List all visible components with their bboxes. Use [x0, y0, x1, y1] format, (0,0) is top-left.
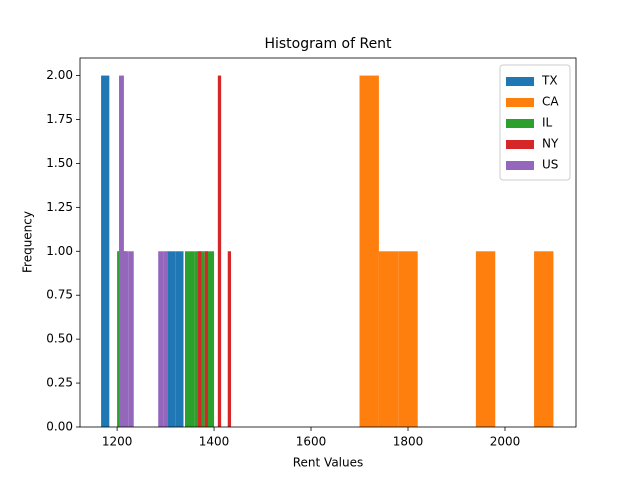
bar	[198, 251, 202, 427]
legend-swatch	[506, 161, 534, 170]
legend-label: IL	[542, 116, 553, 130]
legend-swatch	[506, 98, 534, 107]
legend-label: CA	[542, 95, 559, 109]
y-tick-label: 0.25	[46, 376, 73, 390]
chart-title: Histogram of Rent	[264, 36, 392, 52]
bar	[184, 251, 195, 427]
y-tick-label: 1.25	[46, 200, 73, 214]
x-tick-label: 1400	[199, 435, 230, 449]
legend-swatch	[506, 119, 534, 128]
x-axis-label: Rent Values	[293, 456, 364, 470]
y-tick-label: 0.75	[46, 288, 73, 302]
bar	[217, 75, 222, 428]
bar	[227, 251, 232, 427]
bar	[475, 251, 496, 427]
x-tick-label: 1600	[296, 435, 327, 449]
y-tick-label: 0.50	[46, 332, 73, 346]
legend-box	[499, 64, 571, 181]
bar	[167, 251, 176, 427]
bar	[123, 251, 129, 427]
x-tick-label: 1200	[102, 435, 133, 449]
bar	[359, 75, 379, 428]
bar	[128, 251, 134, 427]
y-tick-label: 1.75	[46, 112, 73, 126]
y-tick-label: 2.00	[46, 68, 73, 82]
legend-swatch	[506, 77, 534, 86]
legend-label: NY	[542, 137, 559, 151]
bar	[204, 251, 208, 427]
bar	[378, 251, 399, 427]
bar	[398, 251, 418, 427]
bar	[534, 251, 554, 427]
plot-frame	[79, 57, 577, 428]
bar	[163, 251, 168, 427]
y-axis-label: Frequency	[21, 211, 35, 273]
x-tick-label: 1800	[393, 435, 424, 449]
bar	[175, 251, 184, 427]
y-tick-label: 1.00	[46, 244, 73, 258]
x-tick-label: 2000	[490, 435, 521, 449]
y-tick-label: 0.00	[46, 420, 73, 434]
bar	[204, 251, 215, 427]
legend-label: US	[542, 158, 558, 172]
y-tick-label: 1.50	[46, 156, 73, 170]
bar	[119, 75, 124, 428]
legend-label: TX	[541, 74, 558, 88]
legend-swatch	[506, 140, 534, 149]
bar	[158, 251, 164, 427]
bar	[101, 75, 110, 428]
